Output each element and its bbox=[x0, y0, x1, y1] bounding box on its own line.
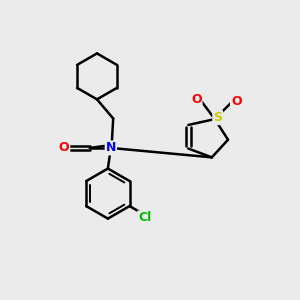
Text: O: O bbox=[59, 141, 69, 154]
Text: S: S bbox=[213, 111, 222, 124]
Text: N: N bbox=[106, 141, 116, 154]
Text: O: O bbox=[231, 95, 242, 108]
Text: Cl: Cl bbox=[138, 212, 152, 224]
Text: O: O bbox=[191, 93, 202, 106]
